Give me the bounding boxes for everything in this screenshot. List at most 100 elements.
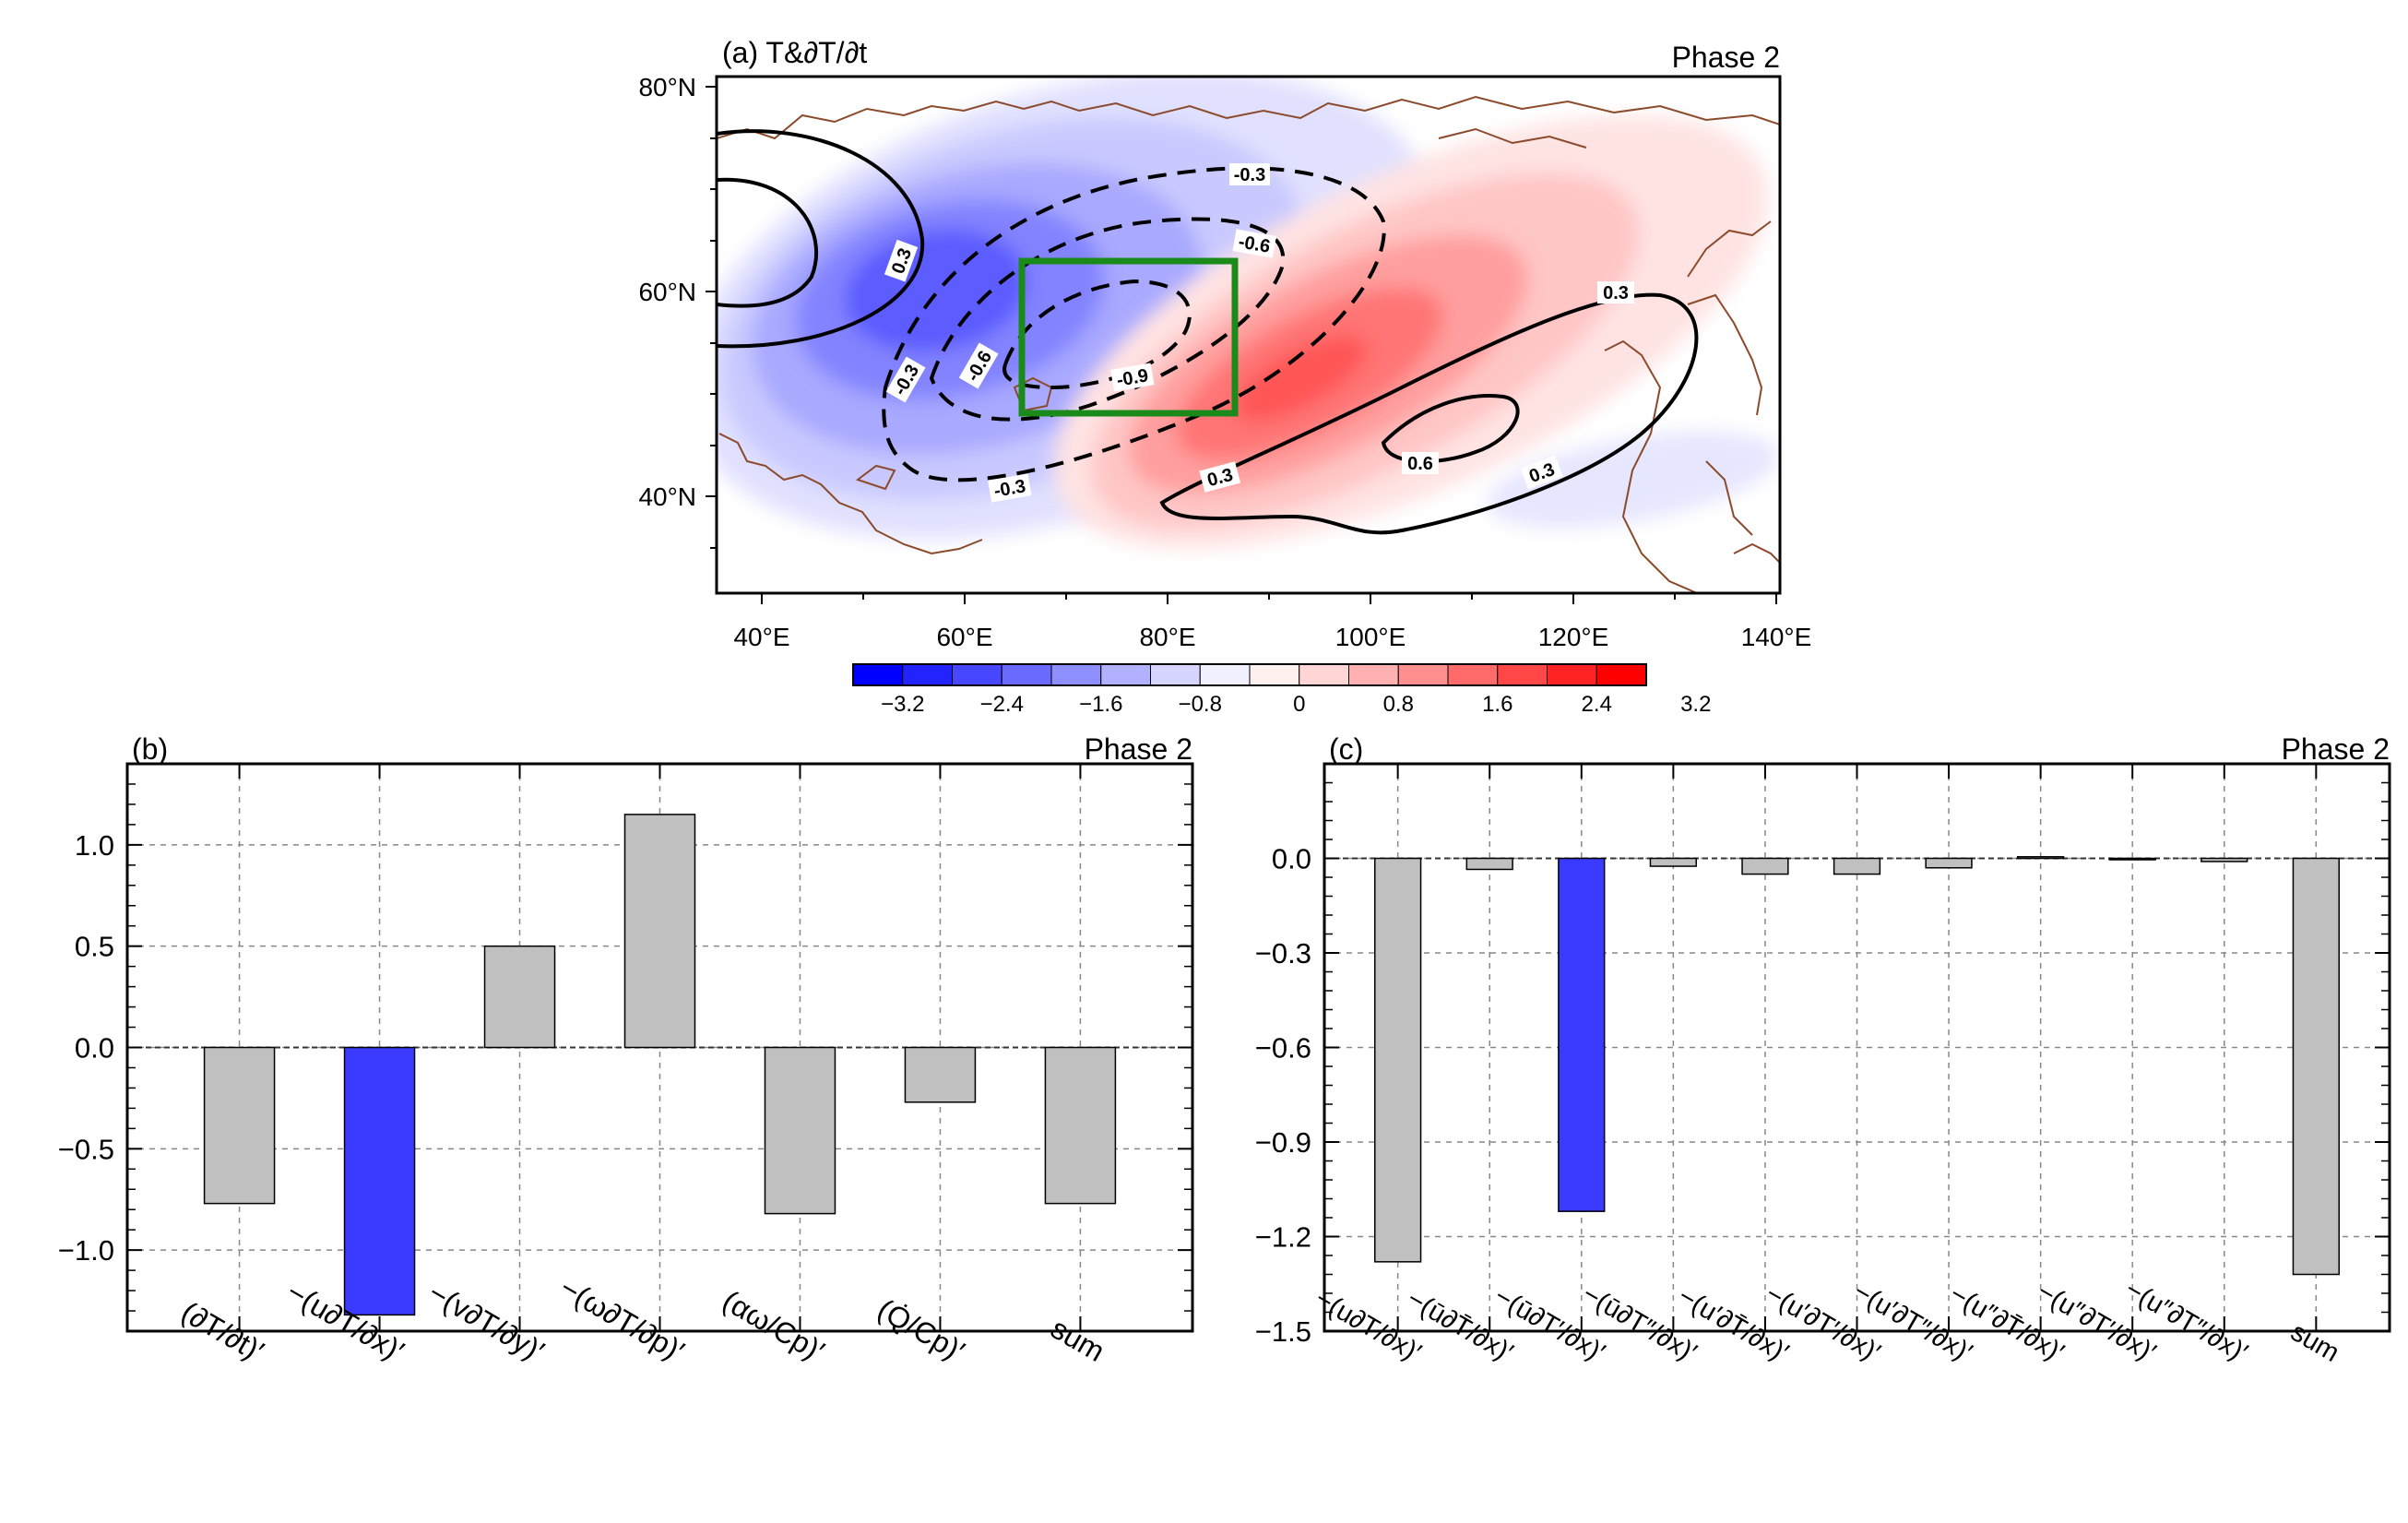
colorbar-cell [1547,663,1597,686]
colorbar-cell [952,663,1002,686]
colorbar-label: −3.2 [881,692,924,717]
contour-labels: 0.3 -0.3 -0.6 -0.6 -0.9 -0.3 -0.3 0.3 0.… [884,163,1634,503]
panel-a-map: 0.3 -0.3 -0.6 -0.6 -0.9 -0.3 -0.3 0.3 0.… [638,36,1811,717]
panel-c-title: (c) [1329,732,1363,766]
colorbar-cell [1050,663,1102,686]
map-axis-labels: 40°N 60°N 80°N 40°E 60°E 80°E 100°E 120°… [638,73,1811,651]
colorbar-cell [1497,663,1548,686]
y-tick-label: 0.0 [1272,843,1311,875]
contour-lines [717,129,1699,535]
panel-b-phase: Phase 2 [1085,732,1192,766]
colorbar-labels: −3.2 −2.4 −1.6 −0.8 0 0.8 1.6 2.4 3.2 [881,692,1711,717]
bar [203,1046,276,1205]
lat-tick-label: 40°N [638,482,696,511]
bar [2016,856,2065,860]
x-tick-label: sum [2285,1317,2343,1368]
bar [1465,857,1513,871]
panel-a-phase: Phase 2 [1672,41,1780,74]
contour-positive-west-inner [717,177,818,308]
x-tick-label: sum [1046,1312,1110,1368]
contour-label: 0.3 [1603,283,1629,303]
y-tick-label: 0.0 [75,1032,114,1065]
colorbar-label: −2.4 [980,692,1024,717]
y-tick-label: −1.0 [58,1234,114,1267]
colorbar-cell [1595,663,1647,686]
bar [904,1046,977,1103]
map-ticks [706,86,1777,604]
map-frame [715,75,1782,595]
y-tick-label: −0.9 [1255,1126,1311,1159]
bar [1649,857,1698,867]
bar [1925,857,1973,869]
panel-b-chart: 1.00.50.0−0.5−1.0(∂T/∂t)′ −(u∂T/∂x)′ −(v∂T… [58,732,1194,1368]
bar [2108,857,2156,861]
warm-anomaly-shading [1053,114,1778,550]
colorbar-label: 0 [1293,692,1305,717]
bar [1741,857,1789,875]
colorbar-cell [902,663,953,686]
contour-positive-west-outer [717,129,925,349]
lon-tick-label: 40°E [733,623,789,651]
colorbar-cell [1397,663,1449,686]
bar [1558,857,1606,1212]
colorbar: −3.2 −2.4 −1.6 −0.8 0 0.8 1.6 2.4 3.2 [852,663,1711,717]
bar [1833,857,1881,875]
colorbar-label: −0.8 [1179,692,1222,717]
lon-tick-label: 80°E [1139,623,1195,651]
lon-tick-label: 120°E [1538,623,1609,651]
y-tick-label: −0.3 [1255,937,1311,970]
contour-negative-outer [882,166,1386,482]
colorbar-label: 3.2 [1680,692,1711,717]
colorbar-cells [852,663,1647,686]
lon-tick-label: 60°E [936,623,992,651]
bar [623,814,696,1049]
colorbar-frame [852,663,1647,686]
panel-c-bars [1374,856,2340,1276]
colorbar-cell [852,663,904,686]
panel-c-grid [1324,764,2390,1332]
bar [483,945,556,1049]
y-tick-label: −1.5 [1255,1315,1311,1348]
lon-tick-label: 140°E [1741,623,1812,651]
y-tick-label: −0.5 [58,1133,114,1165]
contour-positive-east-outer [1159,292,1699,535]
colorbar-cell [1100,663,1151,686]
colorbar-cell [1001,663,1052,686]
panel-b-bars [203,814,1117,1316]
map-area: 0.3 -0.3 -0.6 -0.6 -0.9 -0.3 -0.3 0.3 0.… [717,77,1780,593]
panel-a-title: (a) T&∂T/∂t [722,36,867,69]
bar [343,1046,416,1316]
x-tick-label: −(ω∂T/∂p)′ [554,1270,690,1368]
x-tick-label: (∂T/∂t)′ [176,1295,269,1368]
lat-tick-label: 80°N [638,73,696,101]
colorbar-label: 2.4 [1582,692,1612,717]
y-tick-label: −1.2 [1255,1221,1311,1254]
lat-tick-label: 60°N [638,278,696,306]
colorbar-cell [1249,663,1300,686]
contour-label: 0.6 [1407,454,1433,474]
colorbar-label: 1.6 [1482,692,1512,717]
panel-b-title: (b) [132,732,168,766]
colorbar-cell [1447,663,1499,686]
bar [2200,857,2248,863]
panel-c-chart: 0.0−0.3−0.6−0.9−1.2−1.5−(u∂T/∂x)′−(ū∂T̄/… [1255,732,2391,1368]
x-tick-label: −(v∂T/∂y)′ [422,1276,550,1368]
contour-label: -0.3 [1234,165,1265,185]
y-tick-label: −0.6 [1255,1032,1311,1065]
y-tick-label: 0.5 [75,931,114,963]
bar [1044,1046,1117,1205]
bar [764,1046,836,1215]
colorbar-cell [1299,663,1349,686]
colorbar-cell [1199,663,1251,686]
lon-tick-label: 100°E [1335,623,1406,651]
analysis-box [1018,257,1239,417]
contour-negative-inner [1002,279,1192,390]
colorbar-label: −1.6 [1079,692,1122,717]
bar [1374,857,1422,1263]
panel-c-ticks: 0.0−0.3−0.6−0.9−1.2−1.5−(u∂T/∂x)′−(ū∂T̄/… [1255,763,2390,1368]
colorbar-cell [1348,663,1399,686]
panel-c-phase: Phase 2 [2282,732,2390,766]
y-tick-label: 1.0 [75,829,114,862]
colorbar-cell [1150,663,1201,686]
